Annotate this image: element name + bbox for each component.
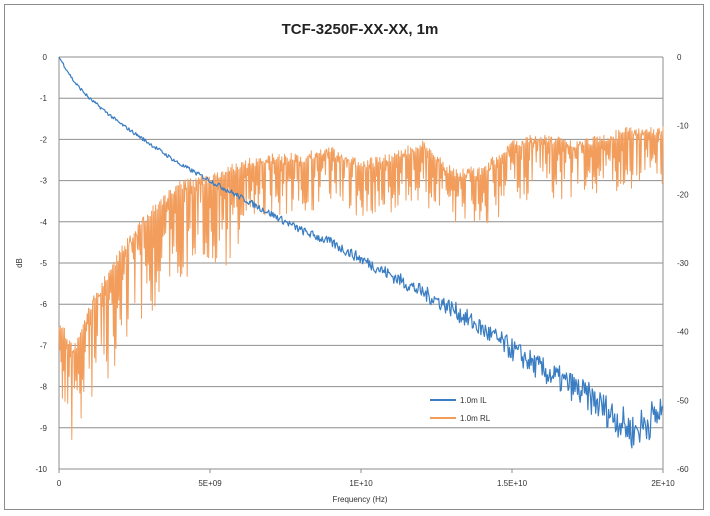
x-tick-label: 2E+10 [651,479,675,488]
legend-label: 1.0m RL [460,414,491,423]
y2-tick-label: -40 [677,328,689,337]
y-tick-label: -9 [40,424,48,433]
series-line-0 [58,56,664,449]
y2-tick-label: -10 [677,122,689,131]
y-tick-label: 0 [43,53,48,62]
y2-tick-label: -60 [677,465,689,474]
x-axis-label: Frequency (Hz) [332,495,387,504]
y-axis-left: 0 -1 -2 -3 -4 -5 -6 -7 -8 -9 -10 [35,53,47,474]
y-tick-label: -1 [40,94,48,103]
y-tick-label: -6 [40,300,48,309]
y-tick-label: -4 [40,218,48,227]
y-tick-label: -10 [35,465,47,474]
y2-tick-label: -20 [677,190,689,199]
y2-tick-label: -50 [677,396,689,405]
y-tick-label: -5 [40,259,48,268]
y-tick-label: -3 [40,177,48,186]
x-tick-label: 1.5E+10 [497,479,528,488]
y2-tick-label: -30 [677,259,689,268]
series-layer [58,56,664,449]
legend: 1.0m IL 1.0m RL [430,396,491,423]
y2-tick-label: 0 [677,53,682,62]
x-tick-label: 5E+09 [198,479,222,488]
y-axis-right: 0 -10 -20 -30 -40 -50 -60 [677,53,689,474]
y-tick-label: -8 [40,383,48,392]
legend-label: 1.0m IL [460,396,487,405]
y-tick-label: -7 [40,341,48,350]
gridlines [59,56,663,470]
y-tick-label: -2 [40,135,48,144]
x-tick-label: 0 [57,479,62,488]
chart-title: TCF-3250F-XX-XX, 1m [282,21,439,38]
y-axis-label: dB [15,258,24,268]
plot-area [58,57,664,469]
series-line-1 [58,125,664,440]
x-tick-label: 1E+10 [349,479,373,488]
x-axis: 0 5E+09 1E+10 1.5E+10 2E+10 [57,469,675,488]
